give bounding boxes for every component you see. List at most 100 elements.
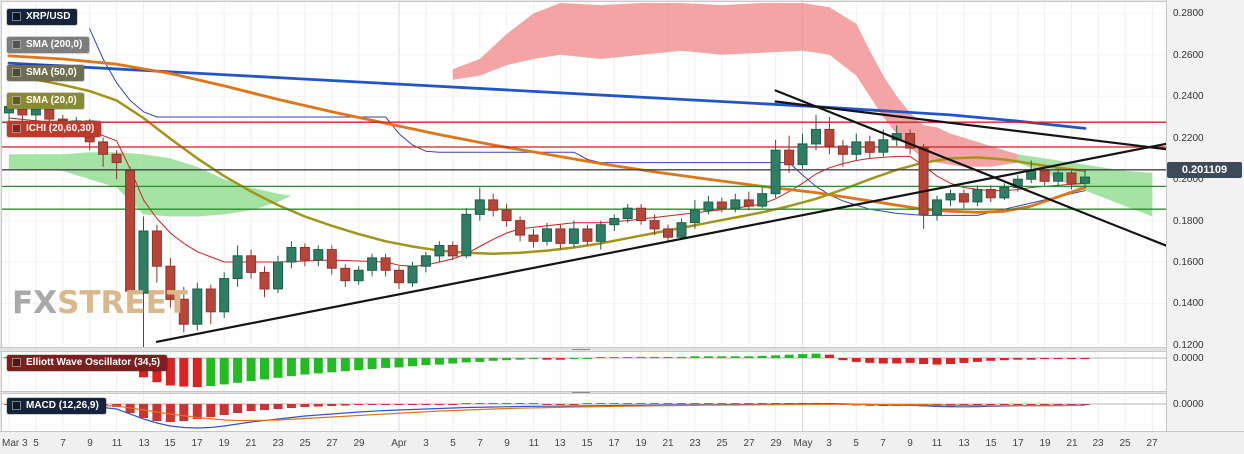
candlestick xyxy=(353,269,364,282)
candlestick xyxy=(394,269,404,284)
time-axis-label: 19 xyxy=(635,438,647,449)
sma200-line xyxy=(7,61,1087,130)
macd-histogram-bar xyxy=(1026,404,1036,405)
macd-axis-zero: 0.0000 xyxy=(1173,399,1204,410)
macd-histogram-bar xyxy=(636,403,646,404)
candlestick xyxy=(568,228,579,244)
ewo-histogram-bar xyxy=(865,358,875,363)
ewo-histogram-bar xyxy=(165,358,175,386)
time-axis-label: 25 xyxy=(716,438,728,449)
ewo-histogram-bar xyxy=(179,358,189,387)
ewo-histogram-bar xyxy=(246,358,256,382)
ewo-histogram-bar xyxy=(999,358,1009,361)
ewo-histogram-bar xyxy=(596,357,606,358)
macd-histogram-bar xyxy=(327,404,337,406)
legend-sma20-label: SMA (20,0) xyxy=(26,95,77,106)
ewo-histogram-bar xyxy=(703,356,713,358)
macd-histogram-bar xyxy=(354,404,364,405)
legend-sma20[interactable]: SMA (20,0) xyxy=(7,93,84,109)
candlestick xyxy=(528,234,539,242)
macd-histogram-bar xyxy=(461,403,471,404)
time-axis-label: 29 xyxy=(353,438,365,449)
candlestick xyxy=(716,201,727,209)
candlestick xyxy=(958,193,969,203)
time-axis-label: 9 xyxy=(504,438,510,449)
ewo-histogram-bar xyxy=(771,355,781,359)
candlestick xyxy=(246,255,257,273)
macd-histogram-bar xyxy=(260,404,269,410)
macd-histogram-bar xyxy=(555,404,565,405)
legend-ichimoku-label: ICHI (20,60,30) xyxy=(26,123,95,134)
candlestick xyxy=(1039,170,1050,182)
candlestick xyxy=(367,257,378,271)
legend-sma50[interactable]: SMA (50,0) xyxy=(7,65,84,81)
ewo-chart-canvas[interactable] xyxy=(2,352,1166,391)
time-axis-label: 17 xyxy=(608,438,620,449)
candlestick xyxy=(932,199,942,215)
resize-grip-icon[interactable] xyxy=(572,349,590,352)
candlestick xyxy=(1066,172,1077,184)
price-axis-label: 0.1800 xyxy=(1173,216,1204,227)
ewo-histogram-bar xyxy=(354,358,364,371)
candlestick xyxy=(515,220,526,236)
time-axis-label: 27 xyxy=(326,438,338,449)
panel-resize-separator[interactable] xyxy=(0,391,1244,395)
price-axis[interactable]: 0.0000 0.0000 0.2800 0.2600 0.2400 0.2200 0.… xyxy=(1166,0,1244,431)
macd-histogram-bar xyxy=(165,404,175,422)
candlestick xyxy=(178,298,189,325)
ewo-panel[interactable]: Elliott Wave Oscillator (34,5) xyxy=(1,351,1167,392)
legend-sma200[interactable]: SMA (200,0) xyxy=(7,37,90,53)
ewo-histogram-bar xyxy=(851,358,861,362)
ewo-histogram-bar xyxy=(1080,358,1090,360)
ewo-histogram-bar xyxy=(905,358,915,363)
ewo-histogram-bar xyxy=(327,358,337,373)
time-axis-label: 19 xyxy=(1039,438,1051,449)
macd-histogram-bar xyxy=(609,403,619,404)
ewo-histogram-bar xyxy=(529,358,538,360)
price-panel[interactable]: XRP/USD SMA (200,0) SMA (50,0) SMA (20,0… xyxy=(1,1,1167,348)
macd-histogram-bar xyxy=(1053,404,1063,405)
time-axis-label: 9 xyxy=(907,438,913,449)
price-chart-canvas[interactable] xyxy=(2,2,1166,347)
ewo-label[interactable]: Elliott Wave Oscillator (34,5) xyxy=(7,355,168,371)
macd-histogram-bar xyxy=(233,404,243,413)
price-axis-label: 0.1200 xyxy=(1173,340,1204,351)
time-axis-label: 13 xyxy=(138,438,150,449)
ewo-histogram-bar xyxy=(286,358,296,377)
ewo-histogram-bar xyxy=(744,356,754,358)
drag-handle-icon xyxy=(12,96,21,105)
candlestick xyxy=(797,143,808,166)
candlestick xyxy=(205,288,216,313)
resize-grip-icon[interactable] xyxy=(572,392,590,395)
candlestick xyxy=(985,189,996,199)
ewo-histogram-bar xyxy=(892,358,902,364)
ewo-histogram-bar xyxy=(972,358,982,362)
ewo-histogram-bar xyxy=(192,358,202,388)
ewo-histogram-bar xyxy=(1053,358,1063,360)
time-axis[interactable]: Mar 3 5 7 9 11 13 15 17 19 21 23 25 27 29 Apr 3 5 7 9 11 13 1… xyxy=(0,431,1244,454)
macd-label[interactable]: MACD (12,26,9) xyxy=(7,398,106,414)
candlestick xyxy=(972,189,983,203)
candlestick xyxy=(488,199,499,211)
time-axis-label: 23 xyxy=(272,438,284,449)
candlestick xyxy=(999,187,1010,199)
candlestick xyxy=(689,209,700,224)
candlestick xyxy=(232,255,243,280)
macd-panel[interactable]: MACD (12,26,9) xyxy=(1,393,1167,432)
macd-line xyxy=(8,403,1086,429)
ewo-histogram-bar xyxy=(1026,358,1036,360)
panel-resize-separator[interactable] xyxy=(0,347,1244,352)
ewo-histogram-bar xyxy=(932,358,942,365)
price-axis-label: 0.2400 xyxy=(1173,91,1204,102)
time-axis-label: 5 xyxy=(853,438,859,449)
macd-chart-canvas[interactable] xyxy=(2,394,1166,431)
time-axis-label: May xyxy=(793,438,813,449)
ewo-histogram-bar xyxy=(690,356,700,358)
time-axis-label: 25 xyxy=(299,438,311,449)
legend-ichimoku[interactable]: ICHI (20,60,30) xyxy=(7,121,102,137)
legend-symbol[interactable]: XRP/USD xyxy=(7,9,78,25)
macd-histogram-bar xyxy=(582,403,592,404)
time-axis-label: 7 xyxy=(880,438,886,449)
price-axis-label: 0.2200 xyxy=(1173,133,1204,144)
